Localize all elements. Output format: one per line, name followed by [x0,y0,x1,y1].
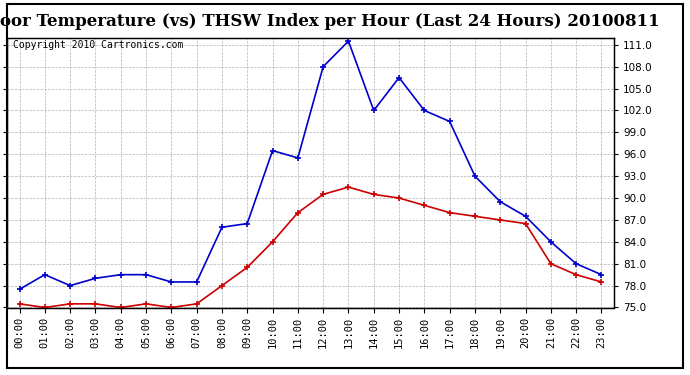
Text: Copyright 2010 Cartronics.com: Copyright 2010 Cartronics.com [13,40,184,50]
Text: Outdoor Temperature (vs) THSW Index per Hour (Last 24 Hours) 20100811: Outdoor Temperature (vs) THSW Index per … [0,13,660,30]
